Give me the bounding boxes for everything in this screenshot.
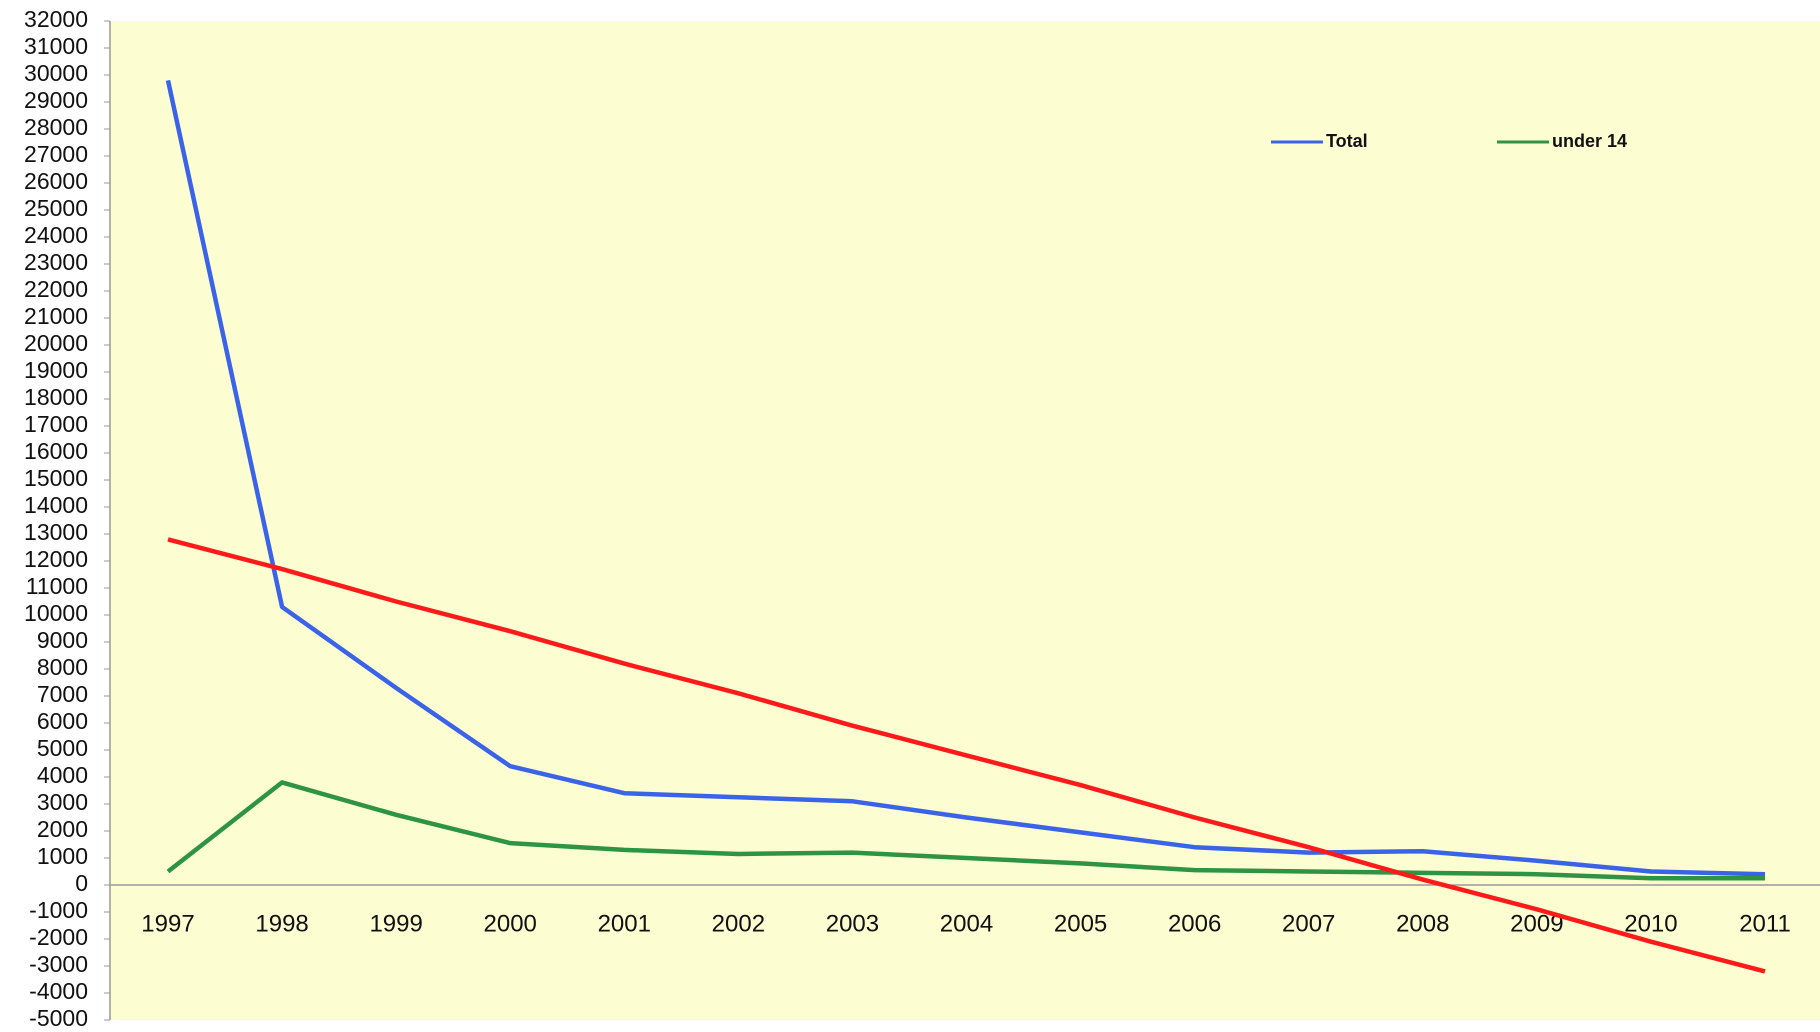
y-tick-label: 0	[75, 870, 88, 896]
x-tick-label: 2001	[598, 910, 651, 937]
y-tick-label: 7000	[37, 681, 88, 707]
y-tick-label: 25000	[24, 195, 88, 221]
y-tick-label: 31000	[24, 33, 88, 59]
y-tick-label: 10000	[24, 600, 88, 626]
y-tick-label: -2000	[29, 924, 88, 950]
y-tick-label: -5000	[29, 1005, 88, 1031]
y-tick-label: -4000	[29, 978, 88, 1004]
y-tick-label: 5000	[37, 735, 88, 761]
x-tick-label: 2005	[1054, 910, 1107, 937]
y-tick-label: -3000	[29, 951, 88, 977]
x-tick-label: 2002	[712, 910, 765, 937]
y-tick-label: 17000	[24, 411, 88, 437]
y-tick-label: 21000	[24, 303, 88, 329]
x-tick-label: 2006	[1168, 910, 1221, 937]
x-tick-label: 1997	[141, 910, 194, 937]
y-tick-label: 18000	[24, 384, 88, 410]
y-tick-label: 27000	[24, 141, 88, 167]
y-tick-label: 6000	[37, 708, 88, 734]
y-tick-label: 4000	[37, 762, 88, 788]
x-tick-label: 2000	[484, 910, 537, 937]
legend-label: Total	[1326, 131, 1368, 151]
series-line	[165, 79, 1766, 877]
y-tick-label: 28000	[24, 114, 88, 140]
y-tick-label: 11000	[26, 573, 88, 599]
y-tick-label: 1000	[37, 843, 88, 869]
y-tick-label: 26000	[24, 168, 88, 194]
y-tick-label: 14000	[24, 492, 88, 518]
y-tick-label: 20000	[24, 330, 88, 356]
x-tick-label: 1998	[255, 910, 308, 937]
y-tick-label: 15000	[24, 465, 88, 491]
x-tick-label: 1999	[369, 910, 422, 937]
y-tick-label: 22000	[24, 276, 88, 302]
y-tick-label: 19000	[24, 357, 88, 383]
y-tick-label: 16000	[24, 438, 88, 464]
legend-label: under 14	[1552, 131, 1627, 151]
y-tick-label: 9000	[37, 627, 88, 653]
y-tick-label: -1000	[29, 897, 88, 923]
y-tick-label: 2000	[37, 816, 88, 842]
y-tick-label: 32000	[24, 6, 88, 32]
series-line	[166, 780, 1765, 881]
x-tick-label: 2010	[1624, 910, 1677, 937]
y-tick-label: 8000	[37, 654, 88, 680]
x-tick-label: 2004	[940, 910, 993, 937]
x-tick-label: 2003	[826, 910, 879, 937]
y-tick-label: 30000	[24, 60, 88, 86]
y-tick-label: 24000	[24, 222, 88, 248]
x-tick-label: 2011	[1739, 910, 1791, 937]
plot-background	[110, 21, 1820, 1020]
y-tick-label: 23000	[24, 249, 88, 275]
series-line	[167, 537, 1766, 974]
y-tick-label: 29000	[24, 87, 88, 113]
x-tick-label: 2008	[1396, 910, 1449, 937]
y-tick-label: 12000	[24, 546, 88, 572]
y-tick-label: 3000	[37, 789, 88, 815]
x-tick-label: 2007	[1282, 910, 1335, 937]
y-tick-label: 13000	[24, 519, 88, 545]
